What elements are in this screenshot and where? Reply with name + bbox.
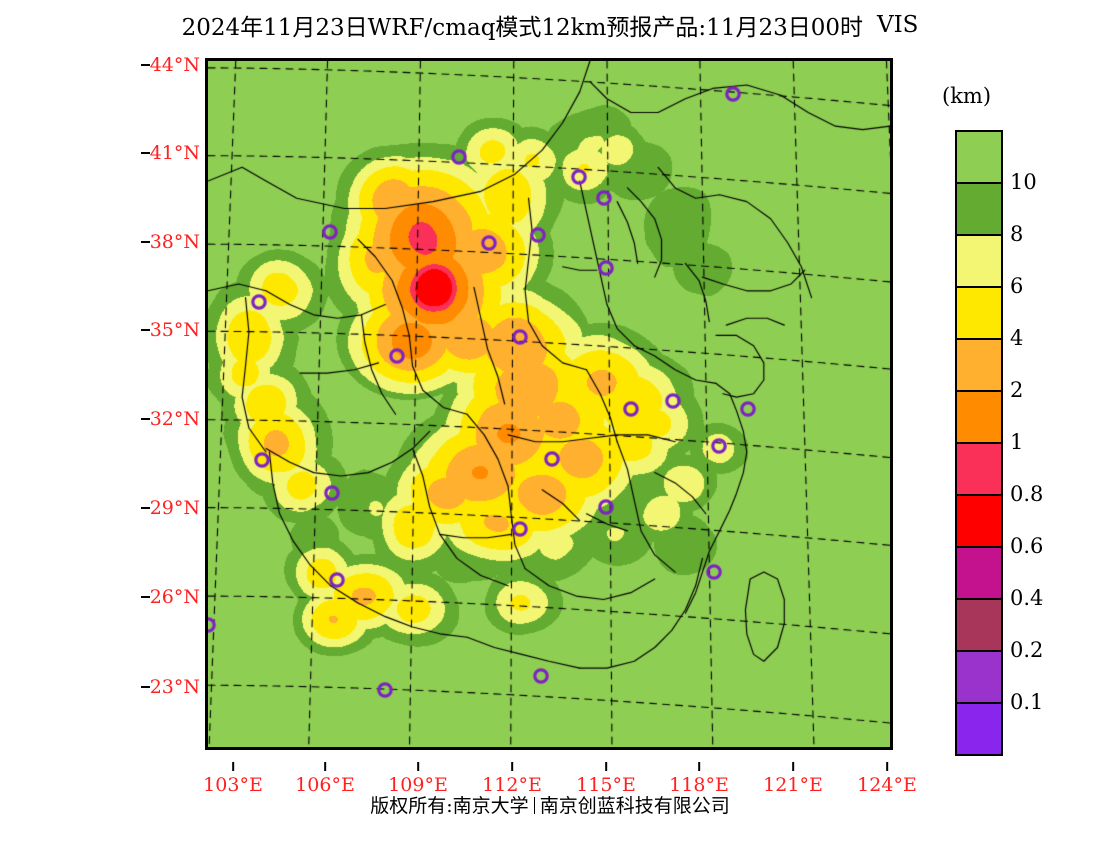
title-main-text: 2024年11月23日WRF/cmaq模式12km预报产品:11月23日00时 bbox=[181, 15, 863, 41]
lat-tickmark bbox=[140, 418, 150, 420]
lat-tick-29°N: 29°N bbox=[140, 497, 200, 519]
lat-tick-23°N: 23°N bbox=[140, 676, 200, 698]
lat-tick-44°N: 44°N bbox=[140, 54, 200, 76]
colorbar-band-0 bbox=[957, 132, 1001, 184]
colorbar-tick-8: 8 bbox=[1010, 222, 1024, 246]
colorbar-band-3 bbox=[957, 288, 1001, 340]
copyright-company: 南京创蓝科技有限公司 bbox=[539, 795, 730, 817]
colorbar-band-10 bbox=[957, 652, 1001, 704]
lat-tick-26°N: 26°N bbox=[140, 586, 200, 608]
visibility-contour-field[interactable] bbox=[208, 61, 890, 747]
lon-tickmark bbox=[416, 762, 419, 771]
colorbar-band-6 bbox=[957, 444, 1001, 496]
lon-tickmark bbox=[604, 762, 607, 771]
lat-tick-35°N: 35°N bbox=[140, 319, 200, 341]
page-title: 2024年11月23日WRF/cmaq模式12km预报产品:11月23日00时 V… bbox=[0, 8, 1100, 42]
colorbar-bands bbox=[955, 130, 1003, 756]
lat-tick-41°N: 41°N bbox=[140, 142, 200, 164]
lon-tickmark bbox=[697, 762, 700, 771]
lon-tick-121°E: 121°E bbox=[763, 762, 823, 796]
colorbar-tick-0.6: 0.6 bbox=[1010, 534, 1044, 558]
footer-divider bbox=[533, 797, 535, 814]
copyright-owner: 版权所有:南京大学 bbox=[370, 795, 529, 817]
colorbar-band-5 bbox=[957, 392, 1001, 444]
colorbar-unit-label: (km) bbox=[942, 84, 992, 108]
lon-tick-109°E: 109°E bbox=[388, 762, 448, 796]
lon-tick-124°E: 124°E bbox=[857, 762, 917, 796]
colorbar-tick-0.4: 0.4 bbox=[1010, 586, 1044, 610]
lat-tickmark bbox=[140, 686, 150, 688]
colorbar-tick-2: 2 bbox=[1010, 378, 1024, 402]
lon-tick-106°E: 106°E bbox=[295, 762, 355, 796]
lon-tickmark bbox=[323, 762, 326, 771]
lat-tickmark bbox=[140, 241, 150, 243]
colorbar-band-4 bbox=[957, 340, 1001, 392]
longitude-axis: 103°E 106°E 109°E 112°E 115°E 118°E 121°E 124°E bbox=[0, 760, 1100, 796]
lon-tickmark bbox=[231, 762, 234, 771]
colorbar-tick-6: 6 bbox=[1010, 274, 1024, 298]
title-variable-label: VIS bbox=[876, 12, 919, 38]
lon-tick-115°E: 115°E bbox=[576, 762, 636, 796]
colorbar-band-9 bbox=[957, 600, 1001, 652]
lon-tick-118°E: 118°E bbox=[669, 762, 729, 796]
colorbar-tick-0.1: 0.1 bbox=[1010, 690, 1044, 714]
lat-tickmark bbox=[140, 596, 150, 598]
colorbar-tick-10: 10 bbox=[1010, 170, 1037, 194]
colorbar-tick-1: 1 bbox=[1010, 430, 1024, 454]
latitude-axis: 44°N 41°N 38°N 35°N 32°N 29°N 26°N 23°N bbox=[120, 0, 200, 850]
colorbar-band-7 bbox=[957, 496, 1001, 548]
lon-tick-103°E: 103°E bbox=[203, 762, 263, 796]
colorbar-band-1 bbox=[957, 184, 1001, 236]
lon-tickmark bbox=[791, 762, 794, 771]
colorbar-band-8 bbox=[957, 548, 1001, 600]
colorbar-tick-4: 4 bbox=[1010, 326, 1024, 350]
lat-tick-38°N: 38°N bbox=[140, 231, 200, 253]
lat-tickmark bbox=[140, 507, 150, 509]
colorbar-tick-labels: 10 8 6 4 2 1 0.8 0.6 0.4 0.2 0.1 bbox=[1010, 130, 1096, 734]
colorbar-band-2 bbox=[957, 236, 1001, 288]
lat-tick-32°N: 32°N bbox=[140, 408, 200, 430]
colorbar-band-11 bbox=[957, 704, 1001, 754]
lat-tickmark bbox=[140, 64, 150, 66]
map-plot-area[interactable] bbox=[205, 58, 893, 750]
lon-tickmark bbox=[510, 762, 513, 771]
colorbar-tick-0.8: 0.8 bbox=[1010, 482, 1044, 506]
colorbar-legend: (km) 10 8 6 4 2 1 0.8 0.6 0.4 0.2 0.1 bbox=[938, 84, 1098, 756]
lon-tick-112°E: 112°E bbox=[482, 762, 542, 796]
lat-tickmark bbox=[140, 329, 150, 331]
lon-tickmark bbox=[885, 762, 888, 771]
lat-tickmark bbox=[140, 152, 150, 154]
copyright-footer: 版权所有:南京大学 南京创蓝科技有限公司 bbox=[0, 791, 1100, 818]
colorbar-tick-0.2: 0.2 bbox=[1010, 638, 1044, 662]
